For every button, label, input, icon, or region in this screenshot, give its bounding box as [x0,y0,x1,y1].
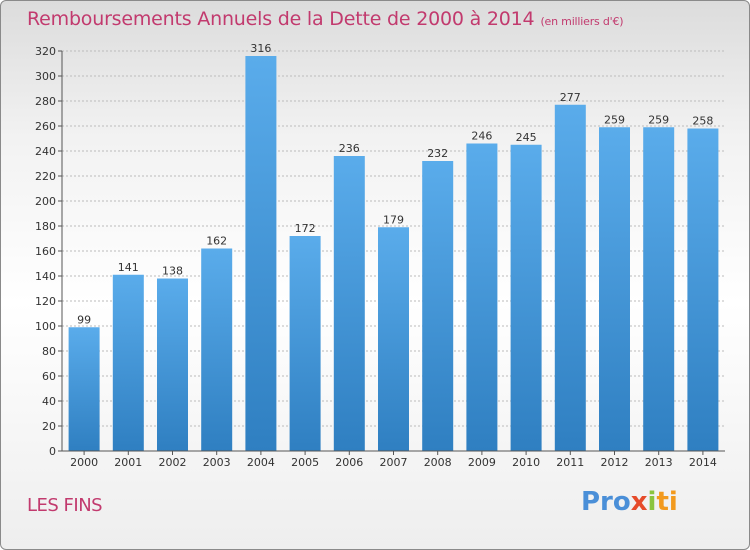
x-axis-ticks: 2000 2001 2002 2003 2004 2005 2006 2007 2008 2009… [70,451,717,469]
chart-title-text: Remboursements Annuels de la Dette de 20… [27,8,535,30]
x-tick-label: 2006 [335,456,363,469]
bar-2011 [554,104,586,451]
bars [68,56,719,451]
y-tick-label: 280 [35,95,56,108]
bar-2012 [599,127,630,451]
value-label: 259 [604,113,625,126]
value-label: 316 [250,42,271,55]
x-tick-label: 2011 [556,456,584,469]
value-label: 277 [560,91,581,104]
value-label: 236 [339,142,360,155]
axes [61,51,725,452]
x-tick-label: 2009 [468,456,496,469]
proxiti-logo: Proxiti [581,487,678,517]
chart-subtitle: (en milliers d'€) [540,15,624,28]
y-tick-label: 0 [49,445,56,458]
value-label: 141 [118,261,139,274]
bar-2005 [289,236,321,451]
bar-2010 [510,144,542,451]
bar-2014 [687,128,719,451]
value-labels: 99 141 138 162 316 172 236 179 232 246 245 277 259 25… [77,42,713,326]
y-tick-label: 100 [35,320,56,333]
bar-2007 [378,227,409,451]
x-tick-label: 2005 [291,456,319,469]
y-tick-label: 220 [35,170,56,183]
bar-2009 [466,143,498,451]
bar-2001 [112,274,144,451]
value-label: 99 [77,313,91,326]
bar-2004 [245,56,277,451]
value-label: 162 [206,235,227,248]
x-tick-label: 2003 [203,456,231,469]
y-tick-label: 40 [42,395,56,408]
x-tick-label: 2007 [380,456,408,469]
x-tick-label: 2012 [601,456,629,469]
x-tick-label: 2014 [689,456,717,469]
x-tick-label: 2004 [247,456,275,469]
y-tick-label: 20 [42,420,56,433]
y-tick-label: 160 [35,245,56,258]
logo-part: x [630,487,648,517]
y-tick-label: 80 [42,345,56,358]
value-label: 172 [295,222,316,235]
value-label: 258 [692,115,713,128]
value-label: 259 [648,113,669,126]
town-name: LES FINS [27,495,103,516]
bar-2006 [333,156,365,451]
value-label: 179 [383,213,404,226]
value-label: 232 [427,147,448,160]
y-tick-label: 260 [35,120,56,133]
logo-part: Pro [581,487,631,517]
logo-part: i [647,487,657,517]
y-tick-label: 140 [35,270,56,283]
value-label: 246 [471,130,492,143]
x-tick-label: 2001 [114,456,142,469]
y-tick-label: 60 [42,370,56,383]
x-tick-label: 2010 [512,456,540,469]
y-axis-ticks: 0 20 40 60 80 100 120 140 160 180 200 220 240 260 280 3… [35,45,62,458]
chart-title: Remboursements Annuels de la Dette de 20… [27,8,624,30]
value-label: 138 [162,265,183,278]
x-tick-label: 2008 [424,456,452,469]
bar-2002 [157,278,188,451]
bar-2008 [422,161,454,451]
y-tick-label: 200 [35,195,56,208]
x-tick-label: 2000 [70,456,98,469]
y-tick-label: 240 [35,145,56,158]
y-tick-label: 320 [35,45,56,58]
y-tick-label: 300 [35,70,56,83]
bar-2013 [643,127,675,451]
bar-2000 [68,327,100,451]
value-label: 245 [516,131,537,144]
x-tick-label: 2002 [159,456,187,469]
x-tick-label: 2013 [645,456,673,469]
y-tick-label: 120 [35,295,56,308]
y-tick-label: 180 [35,220,56,233]
logo-part: ti [656,487,678,517]
bar-2003 [201,248,233,451]
